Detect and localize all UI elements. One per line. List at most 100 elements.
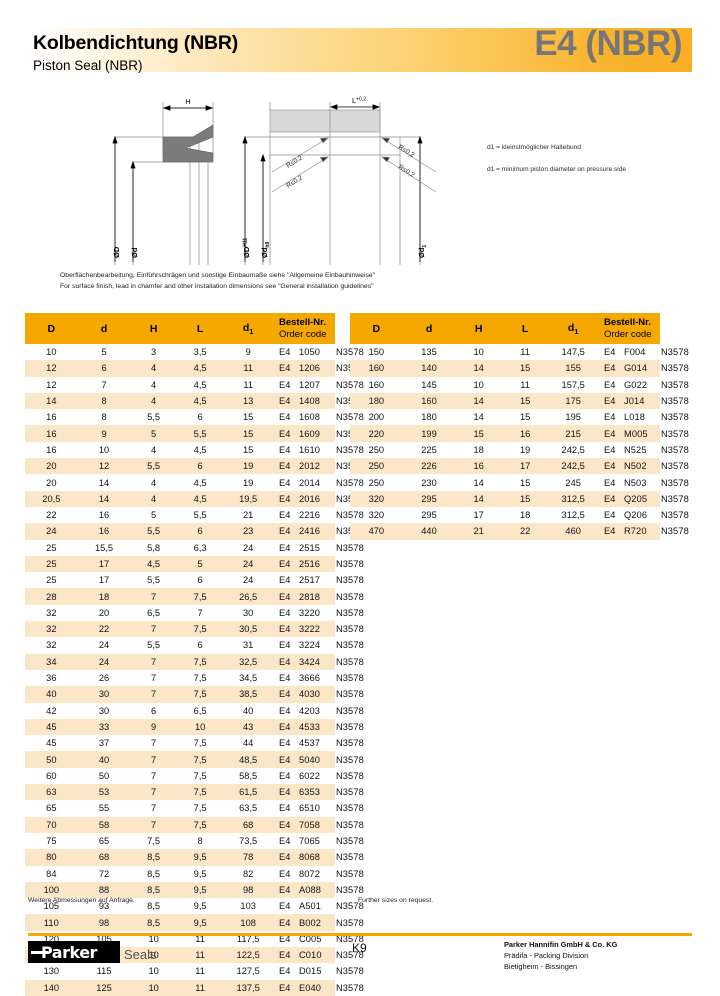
cell-H: 6,5	[147, 607, 161, 618]
cell-order-code: E4 6022 N3578	[278, 770, 364, 781]
cell-d: 135	[421, 347, 437, 358]
cell-d: 14	[98, 477, 110, 488]
col-header-H: H	[455, 313, 502, 344]
cell-D: 42	[46, 705, 57, 716]
table-row: 50 40 7 7,5 48,5 E4 5040 N3578	[25, 751, 364, 768]
cell-H: 8,5	[130, 849, 177, 866]
footer-divider	[28, 933, 692, 936]
table-row: 40 30 7 7,5 38,5 E4 4030 N3578	[25, 686, 364, 703]
cell-order-code: E4 Q205 N3578	[597, 490, 689, 507]
cell-L: 15	[519, 412, 531, 423]
cell-order-code: E4 3666 N3578	[278, 673, 364, 684]
col-header-H: H	[130, 313, 177, 344]
cell-order-code: E4 2515 N3578	[278, 542, 364, 553]
cell-d1: 242,5	[548, 458, 598, 475]
cell-d1: 30,5	[223, 621, 273, 638]
cell-D: 220	[350, 425, 403, 442]
cell-D: 110	[25, 914, 78, 931]
header-gradient-band	[28, 28, 692, 72]
cell-d: 440	[402, 523, 456, 540]
cell-d1: 61,5	[223, 784, 273, 801]
cell-L: 6	[197, 412, 203, 423]
col-header-L: L	[501, 313, 549, 344]
cell-order-code: E4 1608 N3578	[278, 412, 364, 423]
cell-H: 7	[130, 621, 177, 638]
table-row: 32 22 7 7,5 30,5 E4 3222 N3578	[25, 621, 364, 638]
cell-L: 4,5	[176, 360, 224, 377]
cell-order-code: E4 3220 N3578	[278, 607, 364, 618]
table-row: 70 58 7 7,5 68 E4 7058 N3578	[25, 816, 364, 833]
cell-d1: 24	[223, 555, 273, 573]
cell-d: 24	[77, 653, 131, 670]
cell-D: 16	[46, 412, 57, 423]
cell-d1: 63,5	[239, 803, 258, 814]
cell-d: 18	[77, 588, 131, 605]
cell-d: 30	[98, 705, 110, 716]
cell-d1: 26,5	[223, 588, 273, 605]
cell-d1: 19	[223, 458, 273, 475]
cell-H: 5,5	[147, 575, 161, 586]
cell-d: 22	[77, 621, 131, 638]
cell-d1: 195	[565, 412, 581, 423]
cell-d: 140	[402, 360, 456, 377]
cell-H: 14	[473, 412, 484, 423]
cell-d1: 15	[243, 412, 254, 423]
cell-D: 63	[25, 784, 78, 801]
cell-D: 250	[368, 477, 385, 488]
cell-d: 7	[101, 379, 107, 390]
cell-H: 4	[151, 379, 157, 390]
table-row: 120 105 10 11 117,5 E4 C005 N3578	[25, 931, 364, 947]
table-row: 63 53 7 7,5 61,5 E4 6353 N3578	[25, 784, 364, 801]
table-row: 32 24 5,5 6 31 E4 3224 N3578	[25, 637, 364, 653]
cell-L: 3,5	[193, 347, 207, 358]
cell-order-code: E4 M005 N3578	[597, 425, 689, 442]
cell-d1: 78	[223, 849, 273, 866]
cell-d1: 175	[548, 392, 598, 410]
cell-H: 8,5	[130, 914, 177, 931]
company-address: Parker Hannifin GmbH & Co. KG Prädifa - …	[504, 939, 617, 972]
cell-order-code: E4 4030 N3578	[272, 686, 364, 703]
cell-L: 6	[176, 458, 224, 475]
cell-L: 4,5	[193, 379, 207, 390]
cell-H: 10	[130, 946, 177, 964]
cell-d: 105	[96, 933, 112, 944]
cell-d: 37	[98, 738, 110, 749]
cell-d: 72	[98, 868, 110, 879]
cell-d1: 73,5	[239, 836, 258, 847]
company-name: Parker Hannifin GmbH & Co. KG	[504, 940, 618, 949]
installation-note-de: Oberflächenbearbeitung, Einführschrägen …	[60, 272, 376, 279]
cell-d1: 23	[223, 523, 273, 540]
cell-H: 7,5	[147, 836, 161, 847]
cell-d: 40	[77, 751, 131, 768]
cell-H: 8,5	[147, 901, 161, 912]
cell-d: 115	[96, 966, 112, 977]
cell-L: 11	[176, 979, 224, 996]
table-row: 250 225 18 19 242,5 E4 N525 N3578	[350, 442, 689, 458]
cell-d1: 245	[565, 477, 581, 488]
cell-order-code: E4 1610 N3578	[278, 444, 364, 455]
cell-H: 7	[130, 653, 177, 670]
seal-profile-shape	[162, 124, 214, 163]
cell-d1: 31	[243, 640, 254, 651]
cell-L: 7,5	[176, 588, 224, 605]
cell-d1: 82	[243, 868, 254, 879]
cell-H: 7	[151, 770, 157, 781]
cell-L: 19	[519, 444, 531, 455]
cell-D: 12	[46, 379, 57, 390]
cell-d: 180	[421, 412, 437, 423]
cell-order-code: E4 7065 N3578	[278, 836, 364, 847]
cell-D: 25	[46, 575, 57, 586]
cell-order-code: E4 A501 N3578	[278, 901, 364, 912]
installation-note: Oberflächenbearbeitung, Einführschrägen …	[60, 271, 480, 292]
table-body-left: 10533,59E41050N357812644,511E41206N35781…	[25, 344, 364, 996]
cell-D: 16	[25, 425, 78, 442]
cell-H: 18	[473, 444, 484, 455]
label-diameter-D: ØD	[112, 246, 121, 258]
cell-D: 25	[46, 542, 57, 553]
cell-D: 40	[25, 686, 78, 703]
parker-arrow-icon	[31, 950, 48, 954]
cell-D: 24	[25, 523, 78, 540]
